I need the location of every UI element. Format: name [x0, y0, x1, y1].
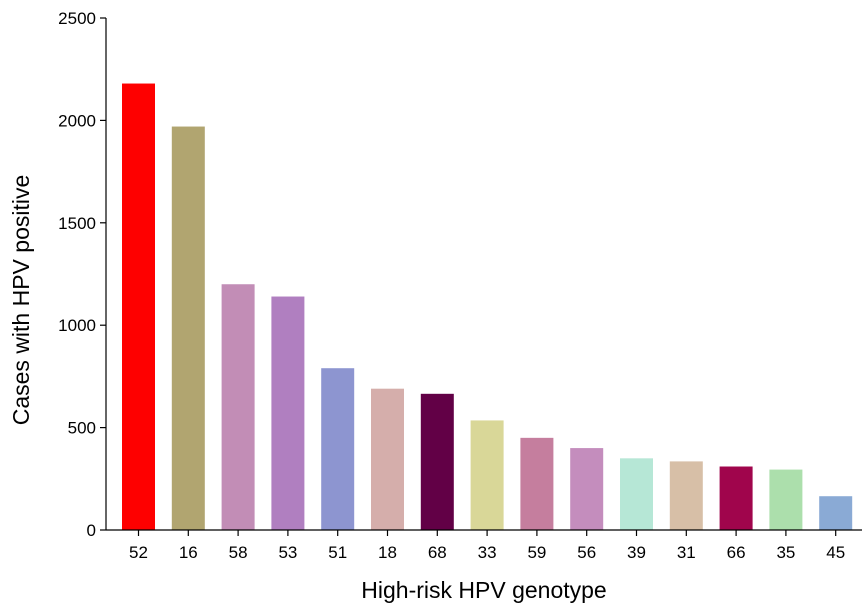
x-tick-label: 58 [229, 543, 248, 562]
x-tick-label: 66 [727, 543, 746, 562]
x-tick-label: 59 [527, 543, 546, 562]
x-tick-label: 18 [378, 543, 397, 562]
x-tick-label: 56 [577, 543, 596, 562]
x-tick-label: 68 [428, 543, 447, 562]
bar-66 [719, 466, 753, 530]
x-tick-label: 51 [328, 543, 347, 562]
x-tick-label: 33 [478, 543, 497, 562]
x-axis-ticks: 52 16 58 53 51 18 68 33 59 56 39 31 66 35 45 [129, 530, 845, 562]
y-tick-label: 2000 [58, 111, 96, 130]
y-axis-title: Cases with HPV positive [8, 175, 34, 426]
bars-group [122, 83, 853, 530]
x-axis-title: High-risk HPV genotype [361, 577, 606, 603]
y-tick-label: 1000 [58, 316, 96, 335]
x-tick-label: 16 [179, 543, 198, 562]
x-tick-label: 45 [826, 543, 845, 562]
bar-31 [669, 461, 703, 530]
bar-68 [420, 393, 454, 530]
x-tick-label: 53 [278, 543, 297, 562]
bar-16 [171, 126, 205, 530]
bar-18 [371, 388, 404, 530]
bar-45 [819, 496, 853, 530]
y-tick-label: 1500 [58, 214, 96, 233]
x-tick-label: 52 [129, 543, 148, 562]
y-axis-ticks: 0 500 1000 1500 2000 2500 [58, 9, 106, 540]
bar-52 [122, 83, 155, 530]
bar-59 [520, 437, 554, 530]
x-tick-label: 35 [776, 543, 795, 562]
y-tick-label: 0 [87, 521, 96, 540]
bar-35 [769, 469, 803, 530]
bar-56 [570, 448, 604, 530]
x-tick-label: 39 [627, 543, 646, 562]
bar-58 [221, 284, 255, 530]
bar-33 [470, 420, 504, 530]
bar-39 [620, 458, 653, 530]
bar-53 [271, 296, 305, 530]
y-tick-label: 500 [68, 419, 96, 438]
bar-51 [321, 368, 355, 530]
x-tick-label: 31 [677, 543, 696, 562]
y-tick-label: 2500 [58, 9, 96, 28]
